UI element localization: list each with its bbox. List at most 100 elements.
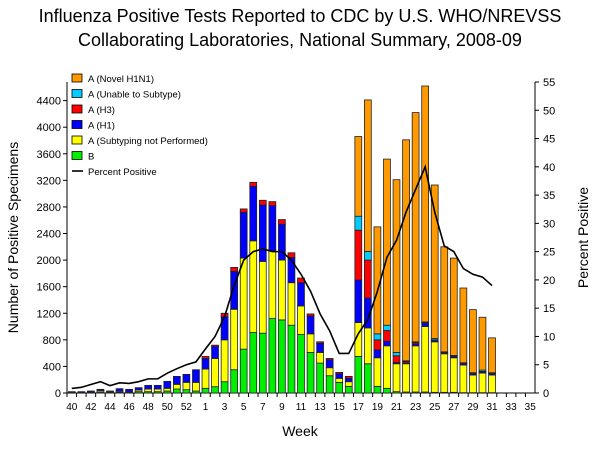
chart-title-line2: Collaborating Laboratories, National Sum…	[78, 30, 522, 50]
bar-segment	[364, 363, 372, 394]
bar-segment	[258, 199, 267, 206]
bar-segment	[201, 387, 210, 394]
bar-segment	[364, 99, 372, 252]
bar-segment	[354, 229, 363, 281]
bar-segment	[163, 380, 172, 389]
legend-label: A (Unable to Subtype)	[88, 90, 181, 101]
left-tick-label: 1600	[37, 282, 61, 294]
bar-segment	[316, 352, 324, 364]
bar-segment	[182, 381, 191, 391]
bar-segment	[316, 362, 324, 394]
bar-segment	[87, 390, 95, 393]
bar-segment	[230, 267, 238, 272]
bar-segment	[411, 112, 420, 343]
x-tick-label: 46	[124, 402, 136, 413]
bar-segment	[459, 287, 468, 364]
right-tick-label: 30	[543, 218, 555, 230]
bar-segment	[268, 250, 277, 319]
legend-label: B	[88, 152, 94, 163]
legend-swatch	[71, 135, 83, 145]
bar-segment	[335, 373, 344, 379]
bar-segment	[96, 388, 105, 392]
left-tick-label: 4000	[37, 122, 61, 134]
bar-segment	[335, 381, 344, 394]
x-tick-label: 40	[66, 402, 78, 413]
bar-segment	[430, 184, 439, 339]
bar-segment	[268, 205, 277, 252]
x-tick-label: 48	[143, 402, 155, 413]
bar-segment	[469, 309, 477, 374]
bar-segment	[153, 384, 162, 390]
legend-swatch	[71, 120, 83, 129]
bar-segment	[306, 313, 315, 317]
legend-label: A (Novel H1N1)	[88, 74, 154, 85]
x-tick-label: 44	[104, 402, 116, 413]
bar-segment	[287, 324, 296, 394]
left-tick-label: 3600	[37, 149, 61, 161]
bar-segment	[354, 279, 363, 323]
x-tick-label: 42	[85, 402, 97, 413]
bar-segment	[278, 319, 286, 394]
x-tick-label: 7	[260, 402, 266, 413]
bar-segment	[392, 352, 401, 357]
bar-segment	[373, 333, 382, 341]
bar-segment	[287, 252, 296, 258]
right-tick-label: 0	[543, 388, 549, 400]
x-tick-label: 17	[353, 402, 365, 413]
bar-segment	[297, 305, 305, 335]
right-tick-label: 55	[543, 77, 555, 89]
bar-segment	[469, 374, 477, 394]
bar-segment	[268, 201, 277, 207]
bar-segment	[325, 358, 334, 361]
x-tick-label: 33	[506, 402, 518, 413]
legend-swatch	[71, 89, 83, 98]
x-tick-label: 27	[448, 402, 460, 413]
right-tick-label: 10	[543, 331, 555, 343]
bar-segment	[172, 383, 181, 390]
bar-segment	[192, 381, 200, 392]
left-tick-label: 2400	[37, 229, 61, 241]
bar-segment	[230, 369, 238, 394]
bar-segment	[249, 181, 258, 187]
bar-segment	[192, 369, 200, 383]
left-tick-label: 2800	[37, 202, 61, 214]
bar-segment	[201, 368, 210, 389]
right-tick-label: 45	[543, 134, 555, 146]
bar-segment	[239, 211, 248, 259]
bar-segment	[478, 372, 487, 394]
x-tick-label: 19	[372, 402, 384, 413]
bar-segment	[421, 85, 430, 323]
left-tick-label: 1200	[37, 308, 61, 320]
bar-segment	[258, 204, 267, 262]
x-tick-label: 9	[279, 402, 285, 413]
x-tick-label: 1	[203, 402, 209, 413]
bar-segment	[249, 332, 258, 394]
bar-segment	[239, 348, 248, 394]
left-tick-label: 4400	[37, 96, 61, 108]
bar-segment	[402, 139, 410, 362]
bar-segment	[258, 332, 267, 394]
x-tick-label: 13	[315, 402, 327, 413]
bar-segment	[383, 324, 391, 331]
bar-segment	[220, 339, 229, 383]
bar-segment	[201, 358, 210, 370]
bar-segment	[182, 389, 191, 394]
bar-segment	[211, 344, 219, 347]
bar-segment	[354, 356, 363, 394]
bar-segment	[325, 367, 334, 377]
bar-segment	[383, 340, 391, 347]
bar-segment	[211, 346, 219, 359]
bar-segment	[278, 219, 286, 225]
bar-segment	[325, 359, 334, 369]
bar-segment	[125, 388, 133, 393]
bar-segment	[440, 246, 449, 353]
right-tick-label: 5	[543, 360, 549, 372]
bar-segment	[364, 327, 372, 365]
bar-segment	[383, 345, 391, 389]
legend-swatch	[71, 104, 83, 114]
x-tick-label: 15	[334, 402, 346, 413]
left-tick-label: 0	[55, 388, 61, 400]
bar-segment	[392, 355, 401, 363]
bar-segment	[373, 349, 382, 359]
